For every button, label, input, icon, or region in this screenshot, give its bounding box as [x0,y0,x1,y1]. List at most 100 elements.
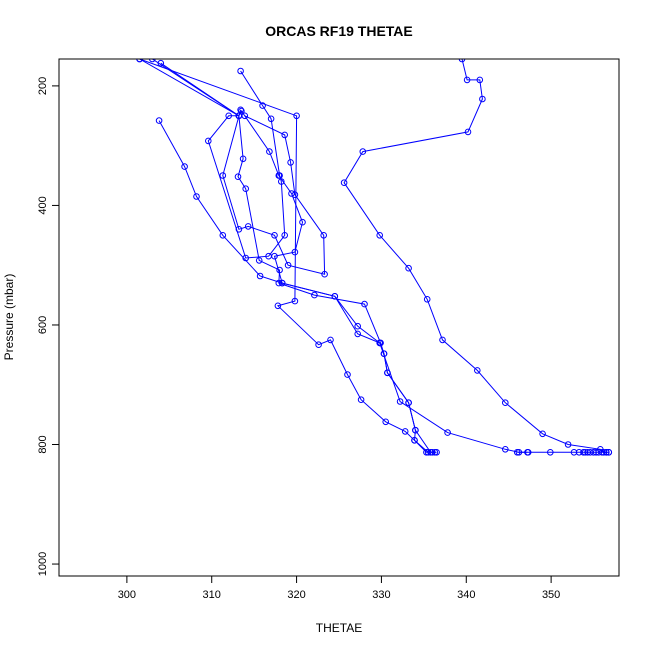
data-point [311,291,318,299]
data-point [598,449,606,456]
data-point [605,449,613,456]
data-point [266,148,273,155]
data-point [384,369,391,377]
data-point [464,128,472,136]
data-point [570,449,578,456]
data-point [590,449,597,456]
data-point [242,185,249,192]
data-point [155,117,163,124]
data-point [267,115,275,123]
data-point [219,172,227,179]
series-line-7 [152,59,240,117]
data-point [271,232,278,239]
data-point [357,396,365,404]
data-point [291,297,299,305]
plot-frame [58,58,620,577]
y-tick-label: 400 [37,196,49,214]
data-point [405,264,412,272]
data-point [299,218,306,226]
data-point [265,252,272,260]
y-tick-label: 600 [37,316,49,334]
data-point [411,437,418,444]
data-point [603,449,610,456]
data-point [281,131,289,139]
data-point [242,254,249,262]
series-line-2 [160,62,528,453]
data-point [547,449,554,456]
data-point [205,137,212,145]
data-point [327,336,334,344]
data-point [524,449,532,456]
x-tick-label: 310 [203,589,221,601]
data-point [287,159,294,166]
x-axis: 300 310 320 330 340 350 [118,576,560,601]
data-point [278,178,285,185]
data-point [376,339,384,347]
data-point [255,257,263,264]
y-tick-label: 800 [37,435,49,453]
x-tick-label: 300 [118,589,136,601]
data-point [359,148,367,155]
data-point [382,418,390,426]
data-point [502,399,509,407]
x-axis-label: THETAE [316,621,362,635]
data-point [276,172,283,179]
data-point [595,449,602,456]
data-point [354,330,362,338]
data-point [315,341,322,349]
data-point [424,449,432,456]
data-point [331,293,339,300]
data-point [564,441,572,448]
chart-title: ORCAS RF19 THETAE [265,23,413,39]
data-point [320,232,328,239]
data-point [237,67,244,75]
data-point [463,76,471,84]
y-tick-label: 200 [37,77,49,95]
data-point [380,350,388,358]
data-point [244,223,252,230]
data-point [361,300,368,308]
data-point [502,446,509,453]
x-tick-label: 320 [287,589,305,601]
data-point [431,449,439,456]
data-point [284,261,292,269]
data-point [193,193,200,200]
data-point [237,106,244,114]
data-point [259,102,266,109]
data-point [321,270,328,278]
data-point [274,302,282,310]
series-line-8 [343,59,609,453]
data-point [444,429,451,436]
data-point [476,76,484,84]
y-axis-label: Pressure (mbar) [2,274,16,361]
data-point [181,163,188,170]
data-point [239,155,247,163]
data-point [344,371,351,378]
plot-series [136,59,613,456]
data-point [396,398,404,405]
series-line-5 [207,70,286,259]
data-point [474,367,481,374]
data-point [539,430,546,438]
data-point [513,449,521,456]
data-point [219,232,227,239]
y-axis: 200 400 600 800 1000 [37,77,59,576]
data-point [401,428,409,435]
series-line-4 [222,109,326,275]
data-point [256,272,264,280]
x-tick-label: 350 [542,589,560,601]
y-tick-label: 1000 [37,552,49,576]
data-point [281,232,289,239]
data-point [405,399,412,407]
x-tick-label: 340 [457,589,475,601]
data-point [423,296,431,303]
data-point [234,173,242,180]
data-point [439,336,446,344]
data-point [354,322,362,330]
data-point [376,232,384,239]
data-point [340,179,348,186]
series-line-6 [139,59,429,453]
data-point [278,279,286,287]
